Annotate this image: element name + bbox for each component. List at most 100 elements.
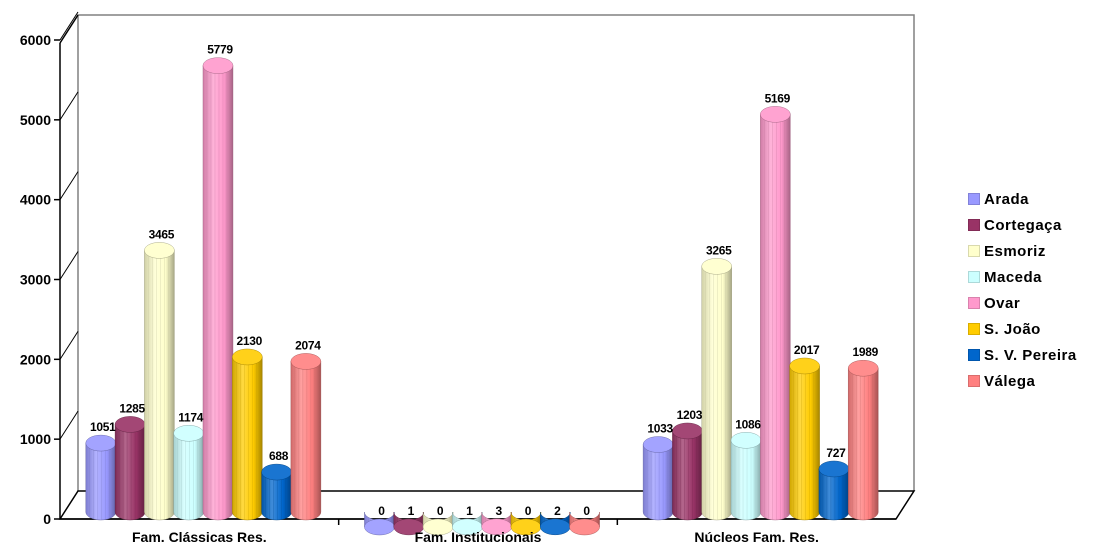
bar-body [232,356,263,521]
legend-swatch [968,349,980,361]
bar [261,463,292,521]
legend-item: Esmoriz [968,238,1077,264]
bar [144,242,175,521]
data-label: 1051 [90,420,116,434]
legend-item: Maceda [968,264,1077,290]
bar-top [232,348,263,366]
data-label: 5169 [765,91,791,105]
bar [452,511,483,536]
legend-swatch [968,323,980,335]
bar [672,422,703,521]
bar-body [848,368,879,521]
data-label: 1 [466,504,473,518]
y-tick-label: 3000 [20,272,51,288]
data-label: 2074 [295,338,321,352]
bar-top [818,460,850,478]
bar [173,425,204,521]
bar-top [642,436,674,453]
bar [85,434,116,521]
legend-label: Esmoriz [984,242,1046,260]
y-tick-label: 2000 [20,351,51,367]
bar-top [144,242,175,259]
data-label: 1203 [677,408,703,422]
bar-body [290,361,322,521]
data-label: 727 [826,446,846,460]
data-label: 2 [554,504,561,518]
bar-top [540,518,571,536]
y-tick-label: 1000 [20,431,51,447]
legend-label: Maceda [984,268,1043,286]
data-label: 1086 [735,417,761,431]
bar-top [569,518,600,536]
bar [114,416,146,521]
x-tick-label: Núcleos Fam. Res. [694,529,819,545]
legend-swatch [968,245,980,257]
legend-label: S. João [984,320,1041,338]
data-label: 688 [269,449,289,463]
bar [569,511,600,536]
bar [730,432,762,521]
bar-body [114,424,146,521]
bar [818,460,850,521]
data-label: 3 [495,504,502,518]
bar [364,511,395,536]
data-label: 3265 [706,243,732,257]
y-tick-label: 0 [43,511,51,527]
y-axis: 0 1000 2000 3000 4000 5000 6000 [20,11,79,527]
bar [701,258,732,521]
data-label: 1174 [178,410,203,424]
x-axis: Fam. Clássicas Res. Fam. Institucionais Nú… [132,519,819,545]
data-label: 1033 [647,422,673,436]
bar [789,357,820,521]
bar [540,511,571,536]
bar-body [144,250,175,521]
legend-item: Válega [968,368,1077,394]
legend-label: Ovar [984,294,1021,312]
bar-top [672,422,703,440]
bar-top [760,106,791,123]
bar [290,353,322,521]
legend-swatch [968,375,980,387]
legend-item: S. João [968,316,1077,342]
bar-body [173,433,204,521]
data-label: 2017 [794,343,820,357]
bar [760,106,791,521]
bar [393,511,424,536]
bars-layer [85,57,879,536]
legend-label: Válega [984,372,1036,390]
legend-swatch [968,219,980,231]
back-wall [77,14,915,491]
data-label: 1 [408,504,415,518]
data-label: 1989 [852,345,878,359]
y-tick-depth [59,91,79,121]
bar-body [760,114,791,521]
bar [510,511,542,536]
legend-label: Cortegaça [984,216,1062,234]
y-tick-depth [59,410,79,440]
legend-label: Arada [984,190,1030,208]
data-label: 1285 [119,401,145,415]
bar-body [789,365,820,521]
bar [232,348,263,521]
bar-top [364,518,395,536]
bar-top [85,434,116,452]
bar [848,360,879,521]
legend-item: Ovar [968,290,1077,316]
bar-body [672,430,703,521]
bar [422,511,454,536]
data-label: 0 [583,504,590,518]
bar-top [173,425,204,442]
data-label: 2130 [237,334,263,348]
bar-top [114,416,146,433]
bar-body [642,444,674,521]
y-tick-label: 4000 [20,192,51,208]
bar [642,436,674,521]
bar-body [202,65,234,521]
legend-swatch [968,271,980,283]
legend-item: Cortegaça [968,212,1077,238]
legend-item: Arada [968,186,1077,212]
bar-body [701,266,732,521]
bar [202,57,234,521]
y-tick-depth [59,331,79,360]
